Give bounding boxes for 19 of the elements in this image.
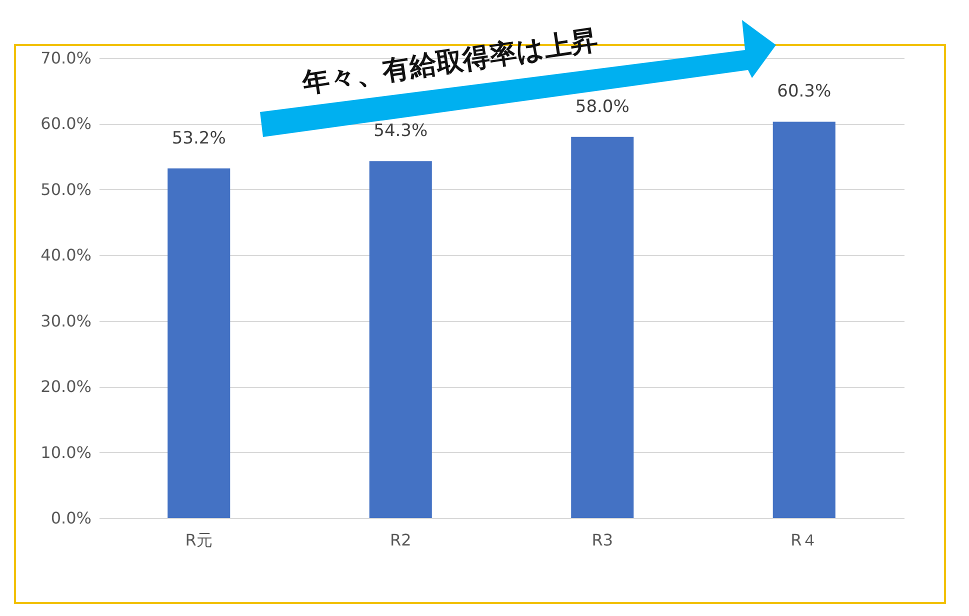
bar	[571, 136, 634, 518]
bar	[369, 161, 432, 518]
x-tick-label: R3	[592, 530, 614, 550]
y-tick-label: 70.0%	[40, 48, 92, 68]
data-label: 54.3%	[374, 121, 428, 142]
bar	[772, 122, 836, 518]
bar	[168, 168, 230, 518]
y-tick-label: 0.0%	[50, 508, 92, 528]
y-tick-label: 40.0%	[40, 246, 92, 265]
y-tick-label: 60.0%	[40, 114, 92, 134]
data-label: 53.2%	[172, 128, 226, 148]
data-label: 60.3%	[777, 82, 832, 102]
y-tick-label: 50.0%	[40, 180, 92, 199]
x-tick-label: R元	[185, 530, 212, 550]
y-tick-label: 20.0%	[40, 377, 92, 396]
y-tick-label: 10.0%	[40, 442, 92, 462]
x-tick-label: R４	[790, 530, 818, 550]
y-tick-label: 30.0%	[40, 311, 92, 330]
x-tick-label: R2	[390, 530, 412, 550]
